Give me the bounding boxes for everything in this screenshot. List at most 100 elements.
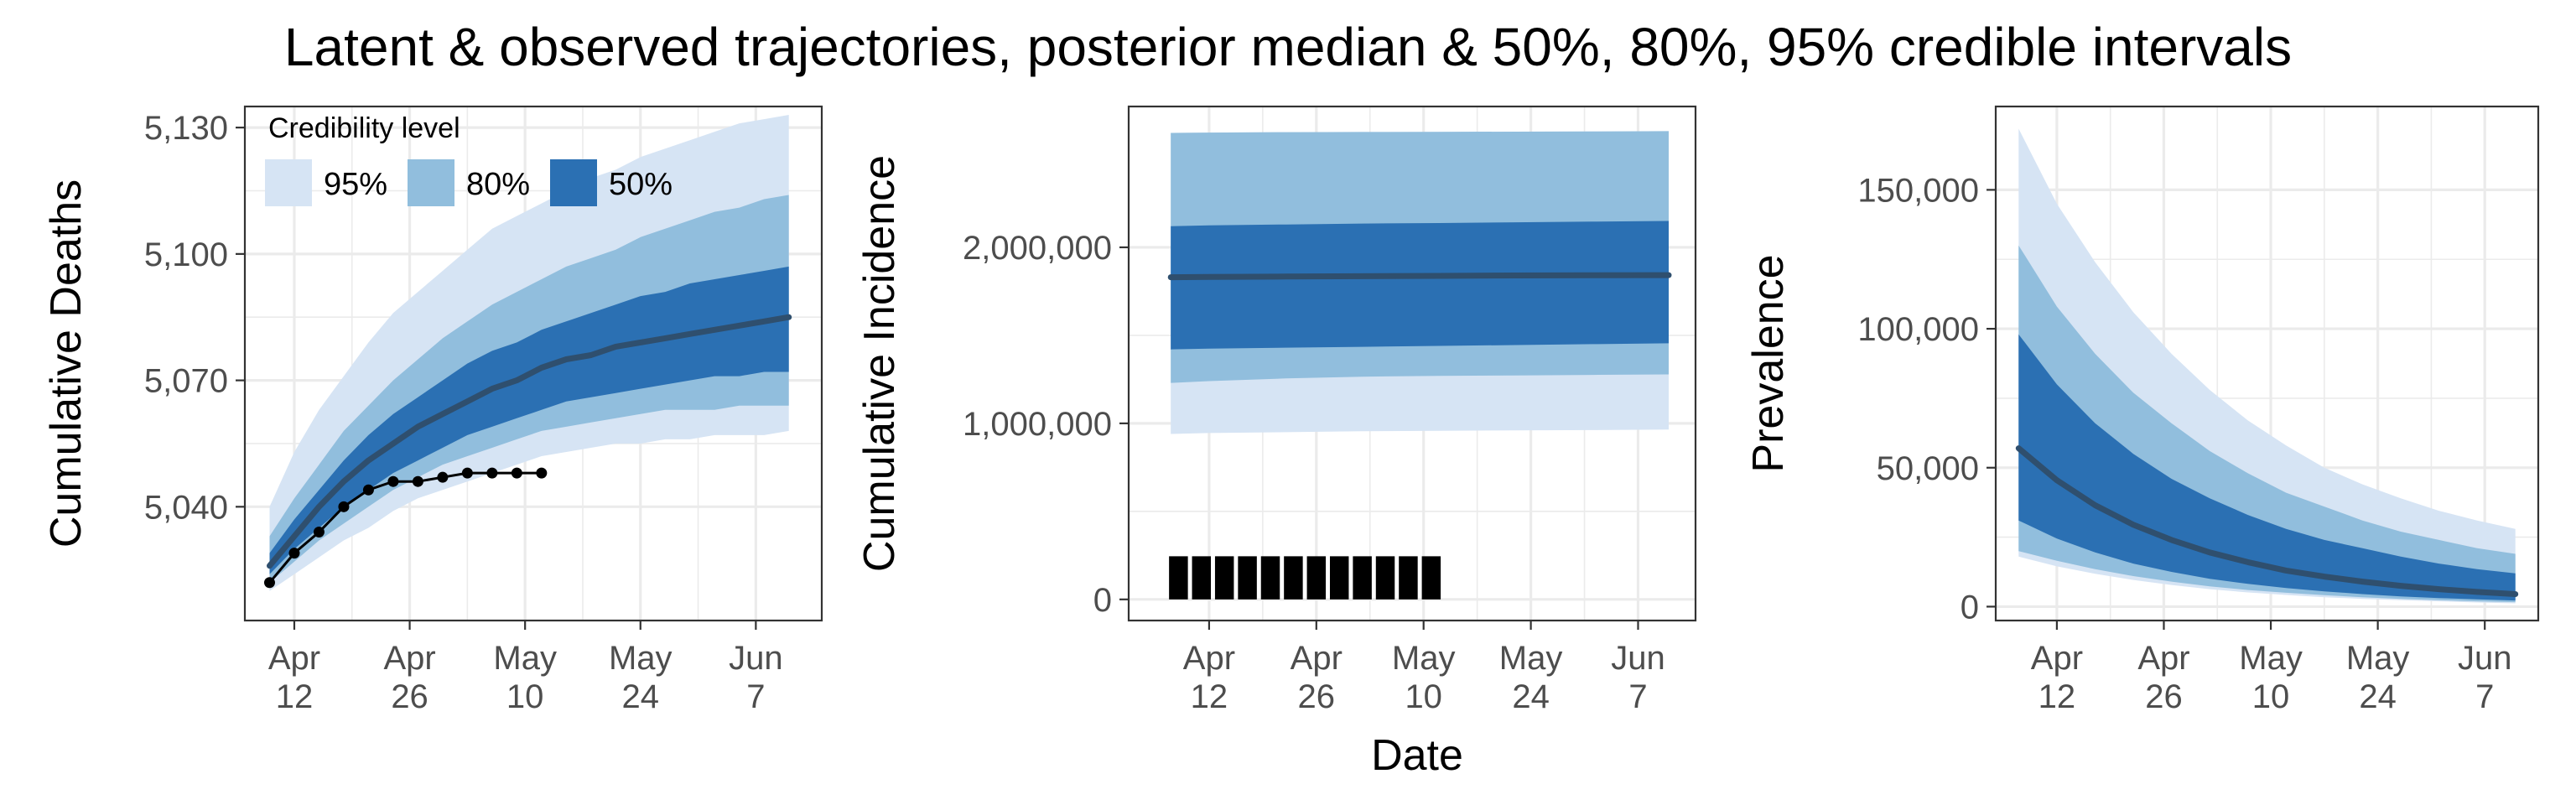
x-tick-label-month: May — [1499, 640, 1563, 677]
x-tick-label: May 10 — [493, 640, 557, 715]
x-tick-label: Apr 12 — [1183, 640, 1235, 715]
x-tick-label-month: Jun — [1611, 640, 1665, 677]
x-tick-label: May 24 — [2346, 640, 2410, 715]
observed-bar — [1192, 556, 1212, 600]
x-tick-label-day: 10 — [506, 678, 544, 715]
y-tick-label: 5,040 — [144, 489, 228, 526]
panel-border — [1994, 105, 2540, 622]
observed-bar — [1169, 556, 1188, 600]
x-tick-label-day: 26 — [2145, 678, 2183, 715]
x-tick-label-month: May — [2239, 640, 2303, 677]
x-tick-label-month: Jun — [729, 640, 783, 677]
observed-point — [387, 475, 399, 487]
panel-border — [1127, 105, 1697, 622]
observed-bar — [1421, 556, 1441, 600]
observed-point — [263, 577, 275, 589]
observed-bar — [1214, 556, 1234, 600]
y-tick-label: 5,130 — [144, 110, 228, 147]
legend-key-label: 80% — [466, 167, 530, 202]
x-tick-label-day: 24 — [1512, 678, 1550, 715]
x-tick-label-month: May — [493, 640, 557, 677]
x-tick-label-day: 7 — [2475, 678, 2494, 715]
x-tick-label-day: 7 — [1628, 678, 1647, 715]
x-tick-label-day: 12 — [2038, 678, 2076, 715]
x-tick-label-day: 26 — [391, 678, 428, 715]
figure-title: Latent & observed trajectories, posterio… — [284, 17, 2292, 77]
observed-bar — [1238, 556, 1257, 600]
x-tick-label-month: May — [1392, 640, 1456, 677]
y-tick-label: 150,000 — [1857, 172, 1979, 209]
legend-title: Credibility level — [268, 112, 460, 144]
x-tick-label: Apr 26 — [1291, 640, 1343, 715]
x-tick-label: Jun 7 — [1611, 640, 1665, 715]
x-tick-label: Jun 7 — [2458, 640, 2512, 715]
observed-bar — [1260, 556, 1280, 600]
x-tick-label: Apr 12 — [2031, 640, 2083, 715]
observed-point — [338, 501, 350, 512]
panel-border — [243, 105, 823, 622]
x-tick-label: May 10 — [1392, 640, 1456, 715]
x-tick-label-day: 24 — [622, 678, 660, 715]
y-tick-label: 2,000,000 — [963, 230, 1112, 267]
observed-bar — [1375, 556, 1395, 600]
y-axis-title: Cumulative Incidence — [855, 155, 904, 572]
observed-bar — [1329, 556, 1349, 600]
x-tick-label-month: Apr — [1183, 640, 1235, 677]
median-line — [267, 314, 792, 569]
x-tick-label: May 10 — [2239, 640, 2303, 715]
x-tick-label-day: 12 — [1191, 678, 1228, 715]
observed-point — [412, 475, 423, 487]
legend-key-swatch — [550, 159, 597, 206]
y-axis-title: Cumulative Deaths — [42, 179, 91, 548]
x-tick-label-month: Apr — [383, 640, 435, 677]
median-line — [2015, 445, 2519, 597]
x-tick-label-day: 7 — [746, 678, 765, 715]
legend-key-label: 50% — [609, 167, 673, 202]
x-tick-label: May 24 — [1499, 640, 1563, 715]
y-tick-label: 0 — [1961, 589, 1979, 626]
x-tick-label: Jun 7 — [729, 640, 783, 715]
x-tick-label-month: Apr — [2031, 640, 2083, 677]
ci50-band — [2018, 334, 2516, 601]
observed-point — [536, 467, 548, 479]
x-tick-label-month: May — [2346, 640, 2410, 677]
legend-key-label: 95% — [324, 167, 387, 202]
y-tick-label: 1,000,000 — [963, 406, 1112, 443]
x-tick-label-month: Jun — [2458, 640, 2512, 677]
shared-x-axis-title: Date — [1371, 731, 1463, 780]
observed-bar — [1284, 556, 1303, 600]
observed-point — [511, 467, 522, 479]
x-tick-label-month: Apr — [268, 640, 320, 677]
y-tick-label: 50,000 — [1877, 450, 1979, 487]
observed-point — [288, 548, 300, 559]
x-tick-label-day: 10 — [1405, 678, 1442, 715]
y-tick-label: 5,070 — [144, 363, 228, 400]
median-line — [1167, 272, 1672, 281]
x-tick-label: May 24 — [609, 640, 673, 715]
ci50-band — [269, 266, 789, 574]
observed-point — [486, 467, 498, 479]
ci50-band — [1171, 221, 1669, 350]
observed-point — [461, 467, 473, 479]
x-tick-label-day: 10 — [2252, 678, 2290, 715]
x-tick-label-day: 12 — [276, 678, 314, 715]
y-tick-label: 0 — [1093, 582, 1112, 619]
x-tick-label-day: 26 — [1298, 678, 1336, 715]
observed-bar — [1306, 556, 1327, 600]
x-tick-label: Apr 26 — [2137, 640, 2189, 715]
x-tick-label: Apr 26 — [383, 640, 435, 715]
y-axis-title: Prevalence — [1744, 254, 1793, 472]
observed-bar — [1353, 556, 1372, 600]
x-tick-label: Apr 12 — [268, 640, 320, 715]
x-tick-label-month: Apr — [1291, 640, 1343, 677]
x-tick-label-day: 24 — [2359, 678, 2397, 715]
observed-bar — [1399, 556, 1418, 600]
legend-key-swatch — [265, 159, 312, 206]
observed-point — [437, 471, 449, 483]
y-tick-label: 100,000 — [1857, 311, 1979, 348]
y-tick-label: 5,100 — [144, 236, 228, 273]
